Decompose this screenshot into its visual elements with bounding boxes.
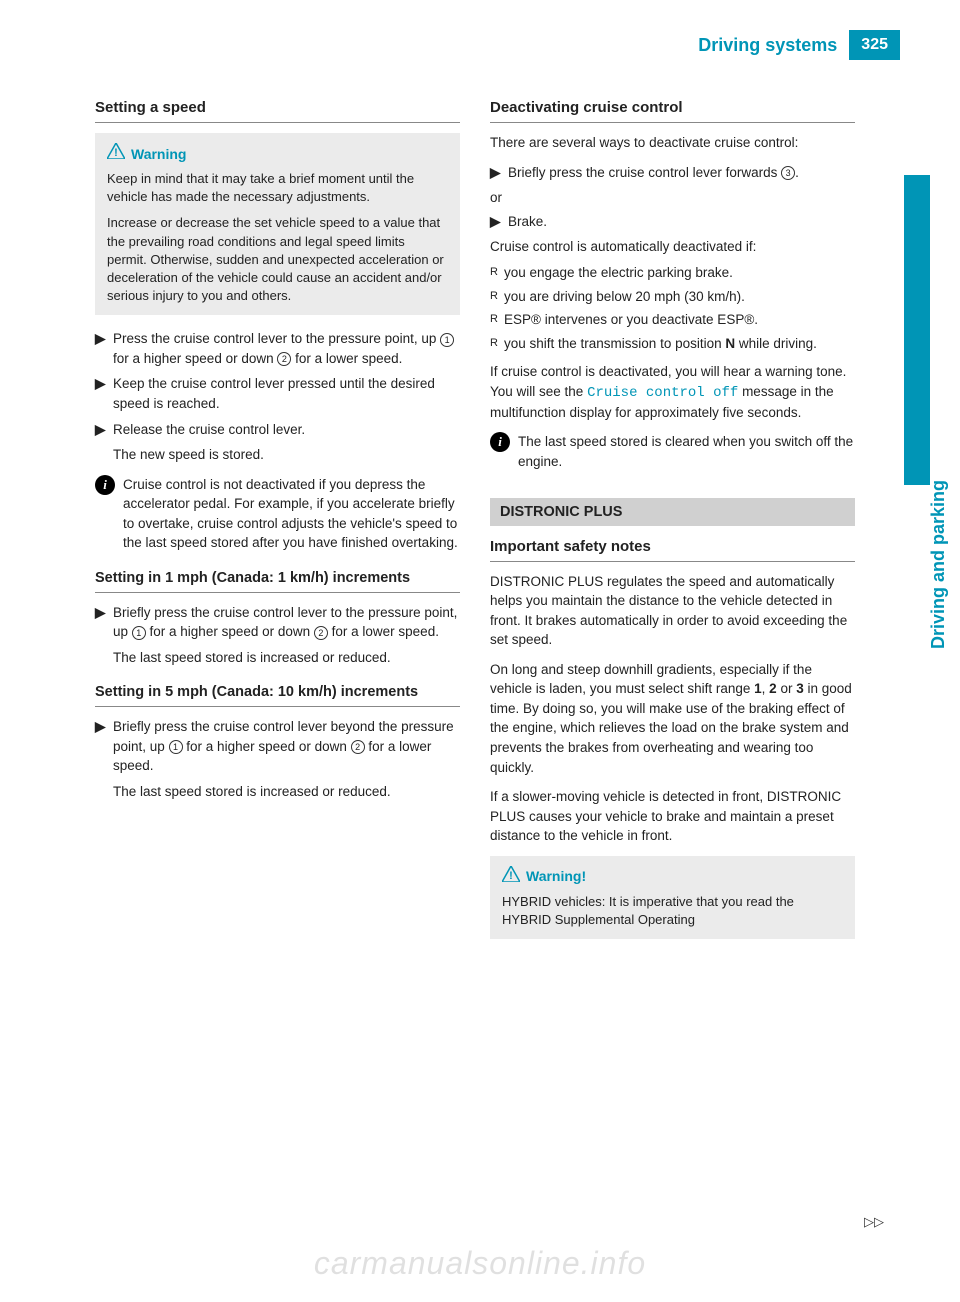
step-result: The last speed stored is increased or re… <box>113 648 460 668</box>
bullet-item: R you are driving below 20 mph (30 km/h)… <box>490 287 855 307</box>
heading-setting-speed: Setting a speed <box>95 99 460 116</box>
step-text: Keep the cruise control lever pressed un… <box>113 374 460 413</box>
bullet-icon: R <box>490 310 504 330</box>
display-message: Cruise control off <box>587 385 738 401</box>
auto-intro: Cruise control is automatically deactiva… <box>490 237 855 257</box>
heading-safety-notes: Important safety notes <box>490 538 855 555</box>
deactivation-message: If cruise control is deactivated, you wi… <box>490 362 855 422</box>
step-triangle-icon: ▶ <box>95 329 113 349</box>
warning-text: Keep in mind that it may take a brief mo… <box>107 170 448 206</box>
section-title: Driving systems <box>698 35 837 56</box>
step-triangle-icon: ▶ <box>95 420 113 440</box>
step-text: Briefly press the cruise control lever f… <box>508 163 855 183</box>
info-text: Cruise control is not deactivated if you… <box>123 475 460 553</box>
manual-page: Driving systems 325 Driving and parking … <box>0 0 960 1302</box>
step-triangle-icon: ▶ <box>95 603 113 623</box>
page-header: Driving systems 325 <box>698 30 900 60</box>
step-item: ▶ Keep the cruise control lever pressed … <box>95 374 460 413</box>
bullet-text: you engage the electric parking brake. <box>504 263 855 283</box>
right-column: Deactivating cruise control There are se… <box>490 93 855 953</box>
warning-header: ! Warning <box>107 143 448 164</box>
subheading-rule <box>95 706 460 707</box>
step-item: ▶ Release the cruise control lever. <box>95 420 460 440</box>
warning-text: HYBRID vehicles: It is imperative that y… <box>502 893 843 929</box>
step-text: Briefly press the cruise control lever t… <box>113 603 460 642</box>
bullet-item: R you shift the transmission to position… <box>490 334 855 354</box>
step-item: ▶ Brake. <box>490 212 855 232</box>
warning-label: Warning! <box>526 868 586 884</box>
step-item: ▶ Briefly press the cruise control lever… <box>490 163 855 183</box>
warning-header: ! Warning! <box>502 866 843 887</box>
step-text: Briefly press the cruise control lever b… <box>113 717 460 776</box>
warning-box: ! Warning Keep in mind that it may take … <box>95 133 460 315</box>
bullet-text: ESP® intervenes or you deactivate ESP®. <box>504 310 855 330</box>
chapter-tab-label: Driving and parking <box>928 480 949 649</box>
step-text: Press the cruise control lever to the pr… <box>113 329 460 368</box>
bullet-item: R you engage the electric parking brake. <box>490 263 855 283</box>
heading-deactivating: Deactivating cruise control <box>490 99 855 116</box>
watermark-text: carmanualsonline.info <box>0 1245 960 1282</box>
bullet-icon: R <box>490 287 504 307</box>
content-columns: Setting a speed ! Warning Keep in mind t… <box>95 93 900 953</box>
left-column: Setting a speed ! Warning Keep in mind t… <box>95 93 460 953</box>
bullet-text: you shift the transmission to position N… <box>504 334 855 354</box>
step-text: Brake. <box>508 212 855 232</box>
subheading-5mph: Setting in 5 mph (Canada: 10 km/h) incre… <box>95 683 460 702</box>
step-item: ▶ Press the cruise control lever to the … <box>95 329 460 368</box>
warning-triangle-icon: ! <box>502 866 520 887</box>
bullet-text: you are driving below 20 mph (30 km/h). <box>504 287 855 307</box>
info-block: i The last speed stored is cleared when … <box>490 432 855 471</box>
info-text: The last speed stored is cleared when yo… <box>518 432 855 471</box>
step-triangle-icon: ▶ <box>490 163 508 183</box>
svg-text:!: ! <box>114 147 118 159</box>
step-item: ▶ Briefly press the cruise control lever… <box>95 603 460 642</box>
page-number: 325 <box>849 30 900 60</box>
step-result: The last speed stored is increased or re… <box>113 782 460 802</box>
heading-rule <box>490 561 855 562</box>
info-icon: i <box>95 475 115 495</box>
warning-text: Increase or decrease the set vehicle spe… <box>107 214 448 305</box>
warning-triangle-icon: ! <box>107 143 125 164</box>
step-result: The new speed is stored. <box>113 445 460 465</box>
safety-paragraph: If a slower-moving vehicle is detected i… <box>490 787 855 846</box>
bullet-item: R ESP® intervenes or you deactivate ESP®… <box>490 310 855 330</box>
heading-rule <box>490 122 855 123</box>
step-triangle-icon: ▶ <box>95 717 113 737</box>
warning-label: Warning <box>131 146 186 162</box>
step-item: ▶ Briefly press the cruise control lever… <box>95 717 460 776</box>
step-triangle-icon: ▶ <box>95 374 113 394</box>
warning-box: ! Warning! HYBRID vehicles: It is impera… <box>490 856 855 939</box>
svg-text:!: ! <box>509 870 513 882</box>
bullet-icon: R <box>490 263 504 283</box>
step-text: Release the cruise control lever. <box>113 420 460 440</box>
or-text: or <box>490 188 855 208</box>
intro-text: There are several ways to deactivate cru… <box>490 133 855 153</box>
subheading-1mph: Setting in 1 mph (Canada: 1 km/h) increm… <box>95 569 460 588</box>
step-triangle-icon: ▶ <box>490 212 508 232</box>
info-block: i Cruise control is not deactivated if y… <box>95 475 460 553</box>
bullet-icon: R <box>490 334 504 354</box>
heading-rule <box>95 122 460 123</box>
continue-icon: ▷▷ <box>864 1214 884 1230</box>
chapter-tab-bar <box>904 175 930 485</box>
topic-bar-distronic: DISTRONIC PLUS <box>490 498 855 526</box>
info-icon: i <box>490 432 510 452</box>
safety-paragraph: On long and steep downhill gradients, es… <box>490 660 855 777</box>
safety-paragraph: DISTRONIC PLUS regulates the speed and a… <box>490 572 855 650</box>
subheading-rule <box>95 592 460 593</box>
